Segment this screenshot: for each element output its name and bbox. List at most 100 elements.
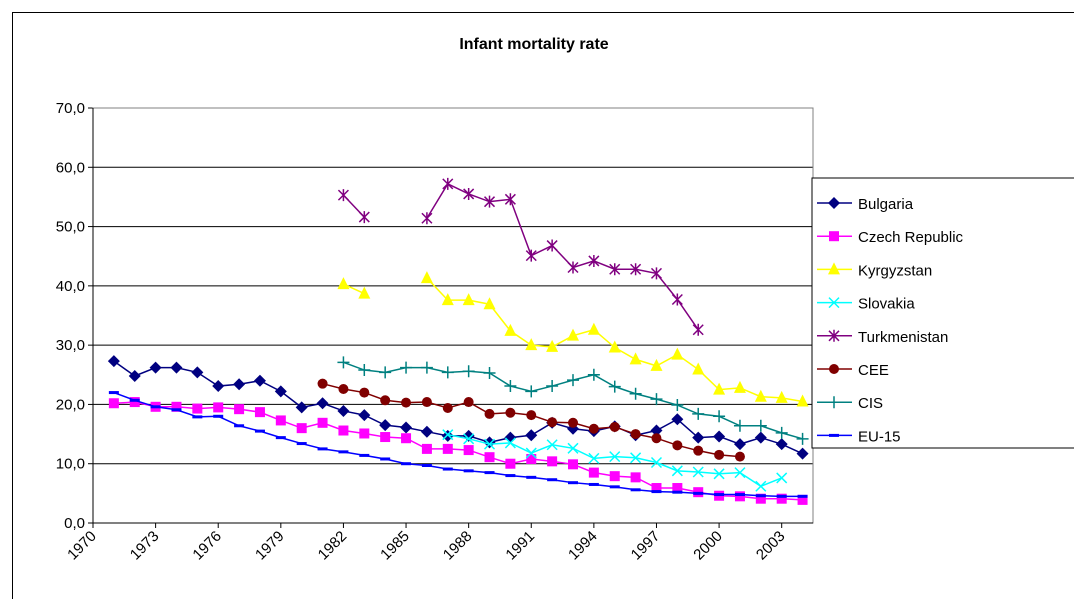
legend-label: CIS [858, 395, 883, 412]
marker-part [337, 189, 349, 202]
marker [733, 438, 746, 451]
marker [775, 390, 788, 403]
marker [567, 328, 579, 341]
marker [192, 403, 203, 414]
marker [338, 425, 349, 436]
marker-part [337, 277, 350, 290]
marker-part [546, 339, 559, 352]
marker [421, 443, 432, 454]
marker-part [359, 387, 370, 398]
marker-part [358, 364, 371, 377]
marker-part [775, 426, 788, 439]
marker [463, 397, 474, 408]
marker-part [671, 399, 684, 412]
marker [629, 352, 642, 365]
marker [421, 397, 432, 408]
marker [462, 365, 475, 378]
series-line [113, 401, 803, 501]
marker-part [775, 438, 788, 451]
marker-part [275, 415, 286, 426]
y-tick-label: 10,0 [56, 456, 85, 473]
marker-part [650, 456, 663, 469]
marker-part [296, 423, 307, 434]
marker-part [441, 429, 454, 442]
marker [379, 419, 392, 432]
marker [359, 428, 370, 439]
marker-part [630, 472, 641, 483]
marker [504, 380, 517, 393]
chart-title: Infant mortality rate [459, 36, 608, 53]
marker-part [754, 389, 767, 402]
marker-part [129, 397, 140, 408]
marker [713, 382, 726, 395]
marker-part [420, 361, 433, 374]
y-tick-label: 20,0 [56, 396, 85, 413]
marker [567, 374, 579, 387]
marker-part [692, 407, 705, 420]
marker-part [441, 293, 454, 306]
marker-part [337, 356, 350, 369]
marker-part [671, 293, 683, 306]
marker-part [400, 361, 413, 374]
marker [693, 445, 704, 456]
marker-part [547, 417, 558, 428]
marker [546, 380, 559, 393]
legend-label: Czech Republic [858, 229, 964, 246]
marker [828, 329, 840, 342]
marker [525, 429, 538, 442]
legend-label: Kyrgyzstan [858, 262, 932, 279]
marker-part [379, 366, 392, 379]
marker-part [828, 329, 840, 342]
marker [609, 421, 620, 432]
marker-part [734, 491, 745, 502]
marker [829, 231, 839, 242]
marker [713, 410, 726, 423]
marker [796, 447, 809, 460]
marker [733, 380, 746, 393]
marker-part [442, 443, 453, 454]
marker-part [170, 361, 183, 374]
marker [588, 254, 600, 267]
marker [483, 195, 496, 208]
marker [504, 437, 516, 449]
marker-part [567, 261, 579, 274]
series-line [426, 182, 699, 331]
marker-part [358, 409, 371, 422]
marker-part [525, 447, 537, 459]
marker [421, 212, 433, 225]
marker-part [546, 239, 558, 252]
marker-part [401, 397, 412, 408]
marker-part [692, 362, 705, 375]
marker-part [588, 467, 599, 478]
marker-part [484, 452, 495, 463]
marker-part [755, 480, 767, 492]
marker [171, 401, 182, 412]
y-tick-label: 60,0 [56, 159, 85, 176]
marker-part [567, 442, 579, 454]
marker [380, 395, 391, 406]
marker [338, 384, 349, 395]
marker [587, 368, 600, 381]
marker-part [253, 374, 266, 387]
marker-part [797, 494, 808, 505]
marker [442, 177, 454, 190]
marker-part [254, 407, 265, 418]
marker-part [128, 369, 141, 382]
marker-part [588, 254, 600, 267]
marker [108, 398, 119, 409]
marker-part [463, 187, 475, 200]
marker-part [734, 451, 745, 462]
marker-part [421, 212, 433, 225]
marker [483, 297, 496, 310]
marker-part [587, 368, 600, 381]
marker [671, 465, 683, 477]
marker [754, 389, 767, 402]
marker-part [828, 262, 840, 275]
marker [400, 421, 413, 434]
marker [650, 267, 663, 280]
marker [400, 361, 413, 374]
marker-part [796, 447, 809, 460]
marker-part [274, 385, 287, 398]
marker [317, 417, 328, 428]
marker-part [380, 432, 391, 443]
